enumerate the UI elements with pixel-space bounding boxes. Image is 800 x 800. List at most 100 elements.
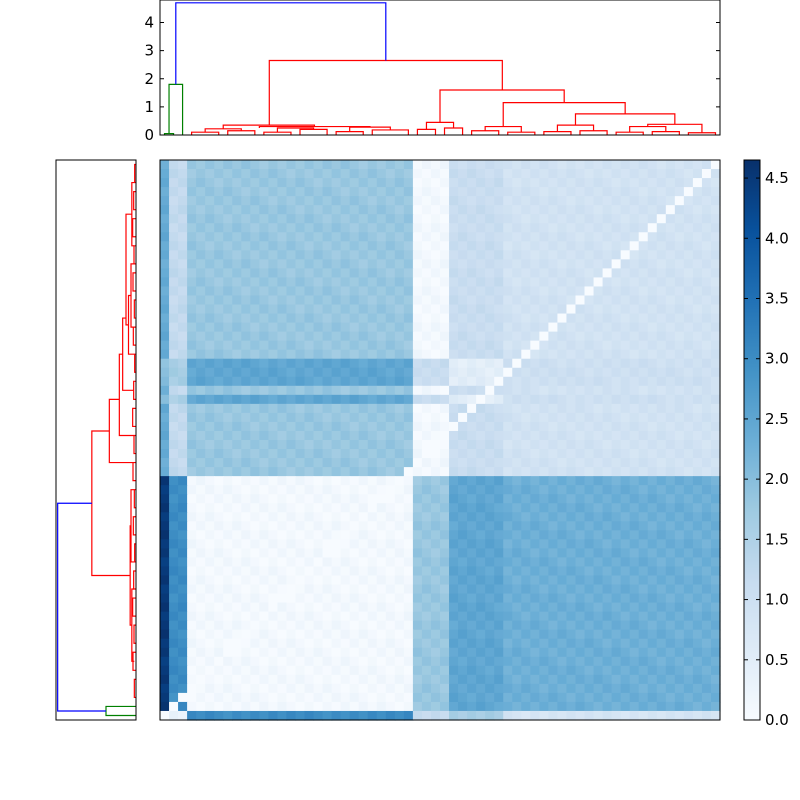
heatmap-cell xyxy=(539,611,549,622)
heatmap-cell xyxy=(205,160,215,170)
heatmap-cell xyxy=(286,629,297,640)
heatmap-cell xyxy=(440,557,450,568)
heatmap-cell xyxy=(295,376,306,387)
heatmap-cell xyxy=(403,620,414,631)
heatmap-cell xyxy=(250,223,260,233)
heatmap-cell xyxy=(665,656,676,667)
heatmap-cell xyxy=(205,611,215,622)
heatmap-cell xyxy=(295,566,306,577)
heatmap-cell xyxy=(331,187,342,197)
heatmap-cell xyxy=(683,638,694,649)
heatmap-cell xyxy=(367,313,378,324)
heatmap-cell xyxy=(286,449,297,459)
heatmap-cell xyxy=(232,277,242,288)
heatmap-cell xyxy=(575,521,586,531)
heatmap-cell xyxy=(656,178,667,188)
heatmap-cell xyxy=(548,331,559,342)
heatmap-cell xyxy=(286,331,297,342)
heatmap-cell xyxy=(313,656,324,667)
heatmap-cell xyxy=(169,449,179,459)
heatmap-cell xyxy=(187,223,197,233)
heatmap-cell xyxy=(620,358,631,369)
heatmap-cell xyxy=(205,476,215,486)
heatmap-cell xyxy=(539,187,549,197)
heatmap-cell xyxy=(286,710,297,721)
heatmap-cell xyxy=(548,647,559,658)
heatmap-cell xyxy=(629,250,640,260)
heatmap-cell xyxy=(367,160,378,170)
heatmap-cell xyxy=(268,530,279,540)
heatmap-cell xyxy=(674,268,685,279)
heatmap-cell xyxy=(322,196,333,206)
heatmap-cell xyxy=(160,440,170,450)
heatmap-cell xyxy=(683,412,694,423)
heatmap-cell xyxy=(340,647,351,658)
heatmap-cell xyxy=(367,701,378,712)
heatmap-cell xyxy=(530,611,540,622)
heatmap-cell xyxy=(449,449,459,459)
heatmap-cell xyxy=(376,205,387,215)
heatmap-cell xyxy=(692,530,703,540)
heatmap-cell xyxy=(241,322,251,333)
heatmap-cell xyxy=(575,566,586,577)
heatmap-cell xyxy=(268,602,279,613)
heatmap-cell xyxy=(331,476,342,486)
heatmap-cell xyxy=(340,683,351,694)
heatmap-cell xyxy=(593,449,604,459)
heatmap-cell xyxy=(367,521,378,531)
heatmap-cell xyxy=(349,539,360,549)
heatmap-cell xyxy=(277,647,288,658)
heatmap-cell xyxy=(403,223,414,233)
heatmap-cell xyxy=(358,367,369,378)
heatmap-cell xyxy=(458,304,468,315)
heatmap-cell xyxy=(530,449,540,459)
heatmap-cell xyxy=(557,385,568,396)
heatmap-cell xyxy=(476,277,486,288)
heatmap-cell xyxy=(620,692,631,703)
heatmap-cell xyxy=(485,394,495,405)
heatmap-cell xyxy=(160,169,170,179)
heatmap-cell xyxy=(485,476,495,486)
heatmap-cell xyxy=(403,304,414,315)
heatmap-cell xyxy=(313,196,324,206)
heatmap-cell xyxy=(557,458,568,468)
heatmap-cell xyxy=(259,376,269,387)
heatmap-cell xyxy=(259,349,269,360)
heatmap-cell xyxy=(440,304,450,315)
heatmap-cell xyxy=(584,430,595,441)
heatmap-cell xyxy=(566,349,577,360)
heatmap-cell xyxy=(566,340,577,351)
heatmap-cell xyxy=(611,485,622,495)
heatmap-cell xyxy=(440,322,450,333)
heatmap-cell xyxy=(223,548,233,559)
heatmap-cell xyxy=(187,196,197,206)
heatmap-cell xyxy=(313,521,324,531)
heatmap-cell xyxy=(340,376,351,387)
heatmap-cell xyxy=(458,250,468,260)
heatmap-cell xyxy=(223,223,233,233)
heatmap-cell xyxy=(340,322,351,333)
heatmap-cell xyxy=(178,232,188,242)
heatmap-cell xyxy=(259,656,269,667)
heatmap-cell xyxy=(286,430,297,441)
heatmap-cell xyxy=(521,376,531,387)
heatmap-cell xyxy=(539,250,549,260)
heatmap-cell xyxy=(647,187,658,197)
heatmap-cell xyxy=(358,467,369,477)
heatmap-cell xyxy=(331,403,342,414)
heatmap-cell xyxy=(241,521,251,531)
heatmap-cell xyxy=(169,178,179,188)
heatmap-cell xyxy=(196,223,206,233)
heatmap-cell xyxy=(548,611,559,622)
heatmap-cell xyxy=(692,539,703,549)
heatmap-cell xyxy=(358,250,369,260)
heatmap-cell xyxy=(160,557,170,568)
heatmap-cell xyxy=(449,683,459,694)
heatmap-cell xyxy=(440,376,450,387)
heatmap-cell xyxy=(638,512,649,522)
heatmap-cell xyxy=(674,494,685,504)
heatmap-cell xyxy=(611,440,622,450)
heatmap-cell xyxy=(223,412,233,423)
heatmap-cell xyxy=(286,259,297,269)
heatmap-cell xyxy=(467,295,477,306)
